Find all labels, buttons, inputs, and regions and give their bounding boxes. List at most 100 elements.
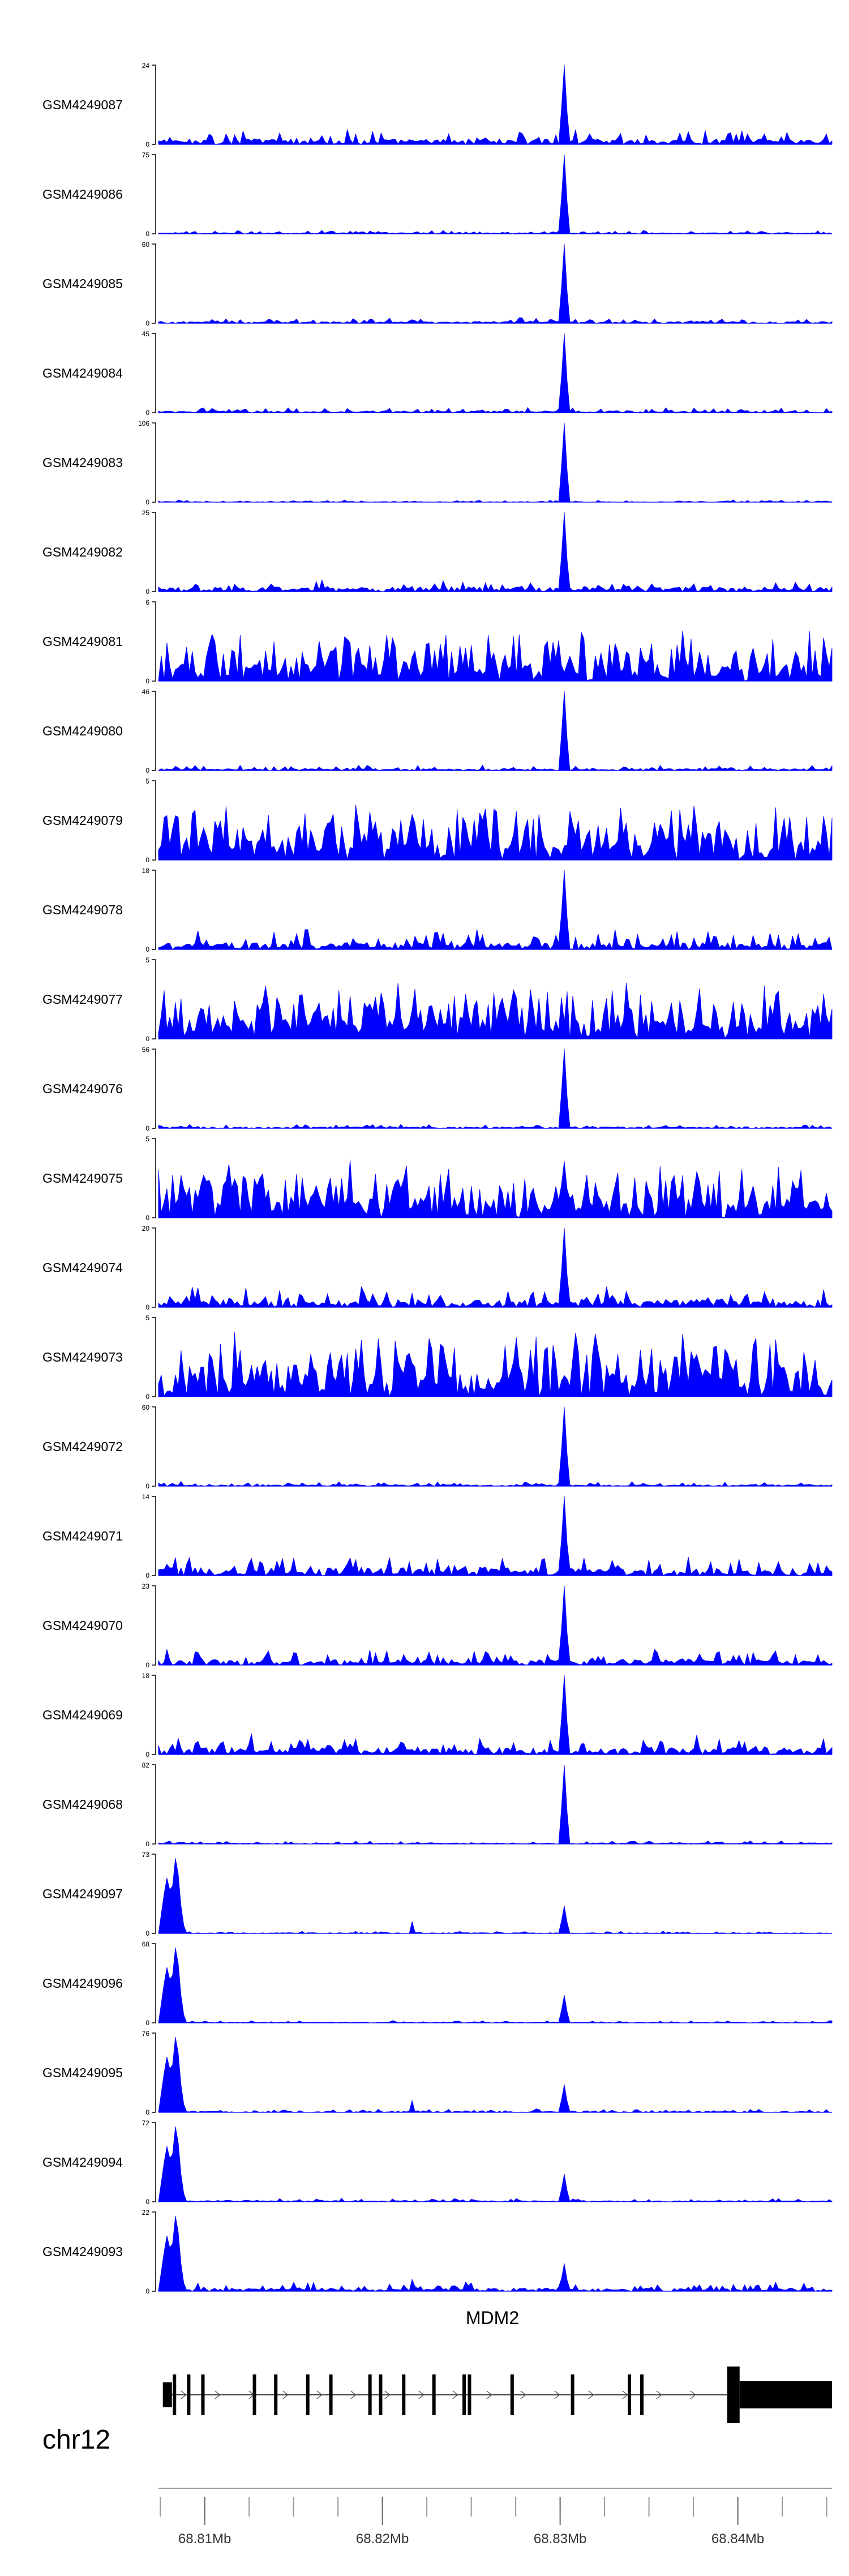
- signal-area: [158, 1332, 833, 1397]
- exon: [510, 2374, 514, 2415]
- track-GSM4249069: GSM4249069 18 0: [42, 1672, 833, 1758]
- signal-area: [158, 65, 833, 145]
- y-max-label: 60: [142, 1403, 150, 1411]
- exon: [379, 2374, 383, 2415]
- exon: [640, 2374, 644, 2415]
- exon: [173, 2374, 177, 2415]
- axis-tick-label: 68.83Mb: [534, 2531, 586, 2547]
- track-label: GSM4249071: [42, 1529, 123, 1543]
- track-GSM4249096: GSM4249096 68 0: [42, 1940, 833, 2027]
- track-label: GSM4249074: [42, 1260, 123, 1275]
- track-GSM4249070: GSM4249070 23 0: [42, 1582, 833, 1669]
- track-label: GSM4249097: [42, 1886, 123, 1901]
- strand-arrow: [350, 2390, 357, 2399]
- track-GSM4249072: GSM4249072 60 0: [42, 1403, 833, 1490]
- track-GSM4249097: GSM4249097 73 0: [42, 1851, 833, 1937]
- track-label: GSM4249085: [42, 276, 123, 291]
- strand-arrow: [316, 2390, 323, 2399]
- y-min-label: 0: [145, 945, 149, 953]
- signal-area: [158, 154, 833, 234]
- y-min-label: 0: [145, 2287, 149, 2295]
- track-label: GSM4249084: [42, 366, 123, 380]
- y-min-label: 0: [145, 409, 149, 417]
- track-GSM4249075: GSM4249075 5 0: [42, 1135, 833, 1222]
- signal-area: [158, 1496, 833, 1576]
- track-GSM4249079: GSM4249079 5 0: [42, 777, 833, 864]
- signal-area: [158, 1675, 833, 1756]
- strand-arrow: [554, 2390, 560, 2399]
- exon: [628, 2374, 632, 2415]
- y-min-label: 0: [145, 230, 149, 238]
- y-max-label: 75: [142, 151, 150, 159]
- y-min-label: 0: [145, 1661, 149, 1669]
- strand-arrow: [656, 2390, 662, 2399]
- signal-area: [158, 1159, 833, 1218]
- exon: [329, 2374, 333, 2415]
- exon: [252, 2374, 256, 2415]
- genome-axis-track: chr12 68.81Mb 68.82Mb 68.83Mb 68.84Mb: [42, 2425, 832, 2547]
- signal-area: [158, 1049, 833, 1129]
- track-label: GSM4249072: [42, 1439, 123, 1454]
- strand-arrow: [486, 2390, 492, 2399]
- axis-tick-label: 68.81Mb: [178, 2531, 231, 2547]
- track-GSM4249080: GSM4249080 46 0: [42, 688, 833, 774]
- y-min-label: 0: [145, 1482, 149, 1490]
- y-min-label: 0: [145, 767, 149, 774]
- exon: [201, 2374, 205, 2415]
- track-GSM4249076: GSM4249076 56 0: [42, 1046, 833, 1132]
- y-max-label: 76: [142, 2030, 150, 2038]
- utr-5prime: [162, 2382, 172, 2407]
- track-GSM4249074: GSM4249074 20 0: [42, 1225, 833, 1311]
- track-label: GSM4249087: [42, 97, 123, 112]
- signal-area: [158, 1585, 833, 1666]
- track-GSM4249087: GSM4249087 24 0: [42, 62, 833, 148]
- exon: [368, 2374, 372, 2415]
- track-GSM4249086: GSM4249086 75 0: [42, 151, 833, 238]
- y-min-label: 0: [145, 1035, 149, 1043]
- track-label: GSM4249093: [42, 2244, 123, 2259]
- y-min-label: 0: [145, 1929, 149, 1937]
- track-label: GSM4249078: [42, 902, 123, 917]
- y-max-label: 24: [142, 62, 150, 70]
- axis-tick-label: 68.84Mb: [711, 2531, 764, 2547]
- y-min-label: 0: [145, 1214, 149, 1222]
- exon: [187, 2374, 191, 2415]
- track-GSM4249073: GSM4249073 5 0: [42, 1314, 833, 1401]
- track-label: GSM4249080: [42, 724, 123, 738]
- y-max-label: 56: [142, 1046, 150, 1054]
- y-max-label: 23: [142, 1582, 150, 1590]
- track-label: GSM4249077: [42, 992, 123, 1007]
- y-max-label: 5: [145, 1135, 149, 1143]
- y-max-label: 20: [142, 1225, 150, 1233]
- y-max-label: 68: [142, 1940, 150, 1948]
- signal-area: [158, 1858, 833, 1934]
- strand-arrow: [215, 2390, 221, 2399]
- y-min-label: 0: [145, 1572, 149, 1580]
- track-GSM4249093: GSM4249093 22 0: [42, 2209, 833, 2295]
- signal-area: [158, 1406, 833, 1487]
- y-min-label: 0: [145, 2019, 149, 2027]
- track-GSM4249083: GSM4249083 106 0: [42, 420, 833, 506]
- track-label: GSM4249086: [42, 187, 123, 202]
- track-label: GSM4249094: [42, 2155, 123, 2170]
- y-min-label: 0: [145, 1840, 149, 1848]
- y-min-label: 0: [145, 588, 149, 596]
- track-label: GSM4249082: [42, 545, 123, 559]
- track-label: GSM4249079: [42, 813, 123, 828]
- exon: [432, 2374, 436, 2415]
- exon: [571, 2374, 574, 2415]
- signal-area: [158, 870, 833, 951]
- track-GSM4249084: GSM4249084 45 0: [42, 330, 833, 417]
- signal-area: [158, 2126, 833, 2202]
- exon-last: [727, 2367, 740, 2423]
- y-max-label: 6: [145, 598, 149, 606]
- strand-arrow: [181, 2390, 187, 2399]
- track-GSM4249068: GSM4249068 82 0: [42, 1761, 833, 1848]
- track-label: GSM4249069: [42, 1708, 123, 1722]
- y-max-label: 18: [142, 1672, 150, 1680]
- track-GSM4249095: GSM4249095 76 0: [42, 2030, 833, 2116]
- track-GSM4249077: GSM4249077 5 0: [42, 956, 833, 1043]
- exon: [274, 2374, 278, 2415]
- strand-arrow: [690, 2390, 696, 2399]
